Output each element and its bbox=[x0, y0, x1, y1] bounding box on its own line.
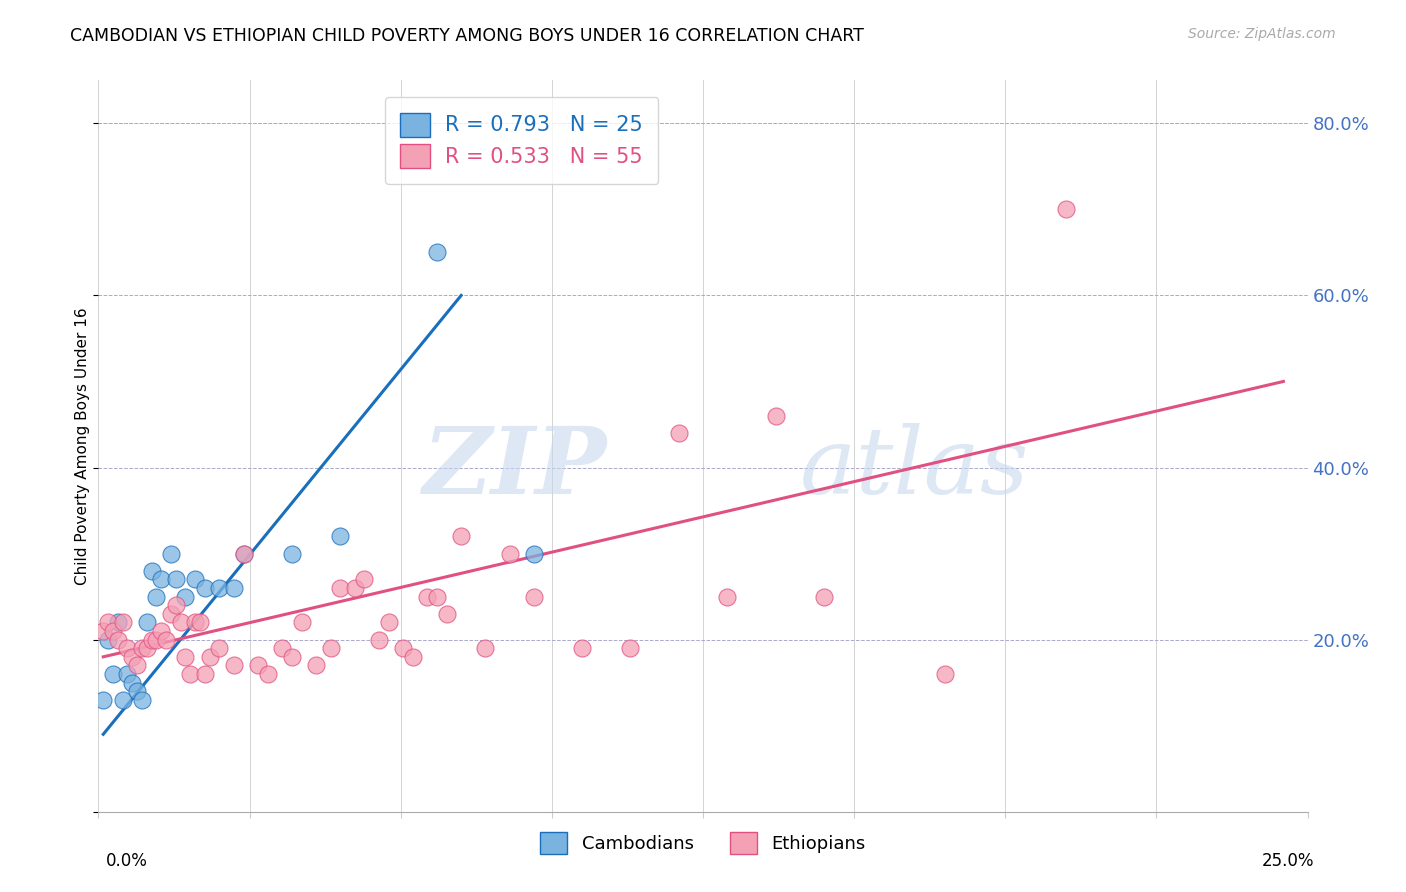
Point bbox=[416, 590, 439, 604]
Point bbox=[194, 581, 217, 595]
Point bbox=[368, 632, 391, 647]
Point bbox=[222, 581, 245, 595]
Point bbox=[208, 641, 231, 656]
Point bbox=[111, 615, 134, 630]
Point bbox=[117, 667, 139, 681]
Point bbox=[450, 529, 472, 543]
Point bbox=[145, 632, 167, 647]
Point bbox=[436, 607, 458, 621]
Point bbox=[305, 658, 328, 673]
Point bbox=[271, 641, 294, 656]
Point bbox=[232, 547, 254, 561]
Point bbox=[91, 624, 114, 638]
Point bbox=[174, 590, 197, 604]
Point bbox=[145, 590, 167, 604]
Point bbox=[150, 573, 173, 587]
Text: atlas: atlas bbox=[800, 423, 1029, 513]
Point bbox=[165, 598, 187, 612]
Point bbox=[188, 615, 211, 630]
Point bbox=[343, 581, 366, 595]
Point bbox=[716, 590, 738, 604]
Point bbox=[179, 667, 201, 681]
Point bbox=[232, 547, 254, 561]
Point bbox=[668, 426, 690, 441]
Point bbox=[329, 529, 352, 543]
Point bbox=[765, 409, 787, 423]
Point bbox=[121, 675, 143, 690]
Point bbox=[107, 615, 129, 630]
Point bbox=[523, 590, 546, 604]
Text: CAMBODIAN VS ETHIOPIAN CHILD POVERTY AMONG BOYS UNDER 16 CORRELATION CHART: CAMBODIAN VS ETHIOPIAN CHILD POVERTY AMO… bbox=[70, 27, 865, 45]
Text: 0.0%: 0.0% bbox=[105, 852, 148, 870]
Point bbox=[150, 624, 173, 638]
Point bbox=[91, 693, 114, 707]
Point bbox=[117, 641, 139, 656]
Point bbox=[353, 573, 375, 587]
Point bbox=[319, 641, 342, 656]
Y-axis label: Child Poverty Among Boys Under 16: Child Poverty Among Boys Under 16 bbox=[75, 307, 90, 585]
Point bbox=[281, 547, 304, 561]
Point bbox=[184, 573, 207, 587]
Point bbox=[141, 632, 163, 647]
Point bbox=[377, 615, 399, 630]
Point bbox=[281, 649, 304, 664]
Point bbox=[97, 615, 120, 630]
Point bbox=[131, 641, 153, 656]
Point bbox=[165, 573, 187, 587]
Point bbox=[813, 590, 835, 604]
Point bbox=[174, 649, 197, 664]
Point bbox=[523, 547, 546, 561]
Point bbox=[426, 590, 449, 604]
Point bbox=[101, 667, 124, 681]
Point bbox=[111, 693, 134, 707]
Point bbox=[127, 684, 149, 698]
Point bbox=[127, 658, 149, 673]
Point bbox=[160, 607, 183, 621]
Point bbox=[169, 615, 191, 630]
Point bbox=[619, 641, 641, 656]
Point bbox=[290, 615, 312, 630]
Point bbox=[329, 581, 352, 595]
Point bbox=[141, 564, 163, 578]
Point bbox=[208, 581, 231, 595]
Point bbox=[402, 649, 425, 664]
Point bbox=[184, 615, 207, 630]
Point bbox=[498, 547, 520, 561]
Point bbox=[392, 641, 415, 656]
Point bbox=[97, 632, 120, 647]
Point bbox=[101, 624, 124, 638]
Point bbox=[194, 667, 217, 681]
Text: 25.0%: 25.0% bbox=[1263, 852, 1315, 870]
Point bbox=[256, 667, 278, 681]
Point bbox=[160, 547, 183, 561]
Point bbox=[107, 632, 129, 647]
Point bbox=[1054, 202, 1077, 217]
Point bbox=[426, 245, 449, 260]
Point bbox=[934, 667, 956, 681]
Point bbox=[198, 649, 221, 664]
Point bbox=[222, 658, 245, 673]
Point bbox=[571, 641, 593, 656]
Point bbox=[247, 658, 270, 673]
Legend: Cambodians, Ethiopians: Cambodians, Ethiopians bbox=[533, 825, 873, 861]
Point bbox=[135, 641, 157, 656]
Point bbox=[131, 693, 153, 707]
Point bbox=[155, 632, 177, 647]
Text: Source: ZipAtlas.com: Source: ZipAtlas.com bbox=[1188, 27, 1336, 41]
Text: ZIP: ZIP bbox=[422, 423, 606, 513]
Point bbox=[474, 641, 496, 656]
Point bbox=[121, 649, 143, 664]
Point bbox=[135, 615, 157, 630]
